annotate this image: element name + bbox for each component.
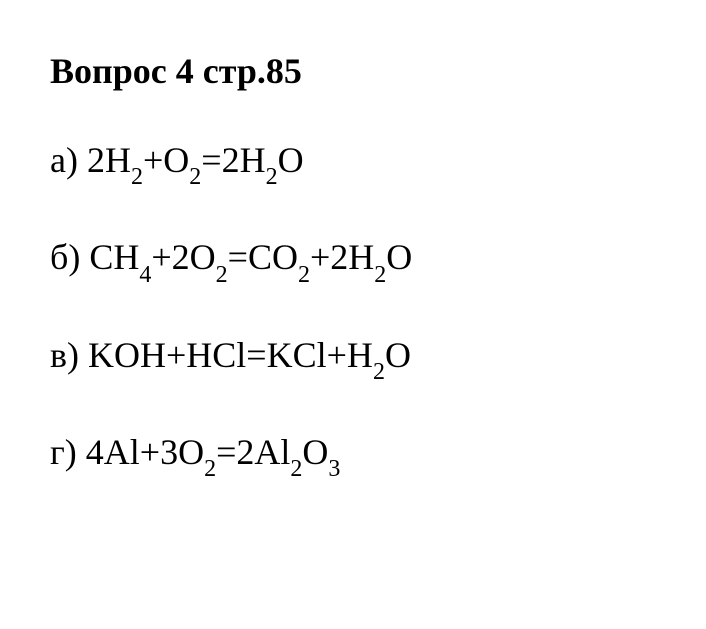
title-heading: Вопрос 4 стр.85 [50, 50, 666, 92]
equation-a: а) 2H2+O2=2H2O [50, 137, 666, 189]
formula-text: O [385, 335, 411, 375]
formula-text: +2H [310, 237, 374, 277]
equation-label: а) [50, 140, 87, 180]
formula-subscript: 2 [216, 262, 228, 288]
formula-subscript: 2 [298, 262, 310, 288]
formula-text: O [278, 140, 304, 180]
formula-subscript: 2 [204, 456, 216, 482]
formula-text: +2O [151, 237, 215, 277]
formula-text: =2Al [216, 432, 290, 472]
equation-label: в) [50, 335, 88, 375]
formula-text: =CO [228, 237, 298, 277]
formula-text: KOH+HCl=KCl+H [88, 335, 373, 375]
formula-subscript: 2 [189, 164, 201, 190]
formula-subscript: 2 [290, 456, 302, 482]
formula-subscript: 2 [131, 164, 143, 190]
equation-d: г) 4Al+3O2=2Al2O3 [50, 429, 666, 481]
formula-text: CH [89, 237, 139, 277]
formula-text: 4Al+3O [86, 432, 204, 472]
equation-label: б) [50, 237, 89, 277]
equation-b: б) CH4+2O2=CO2+2H2O [50, 234, 666, 286]
formula-subscript: 2 [373, 359, 385, 385]
formula-subscript: 4 [139, 262, 151, 288]
formula-subscript: 2 [266, 164, 278, 190]
formula-text: O [302, 432, 328, 472]
equation-c: в) KOH+HCl=KCl+H2O [50, 332, 666, 384]
equation-label: г) [50, 432, 86, 472]
formula-subscript: 2 [374, 262, 386, 288]
formula-text: +O [143, 140, 189, 180]
formula-text: 2H [87, 140, 131, 180]
formula-text: O [386, 237, 412, 277]
formula-text: =2H [201, 140, 265, 180]
formula-subscript: 3 [328, 456, 340, 482]
